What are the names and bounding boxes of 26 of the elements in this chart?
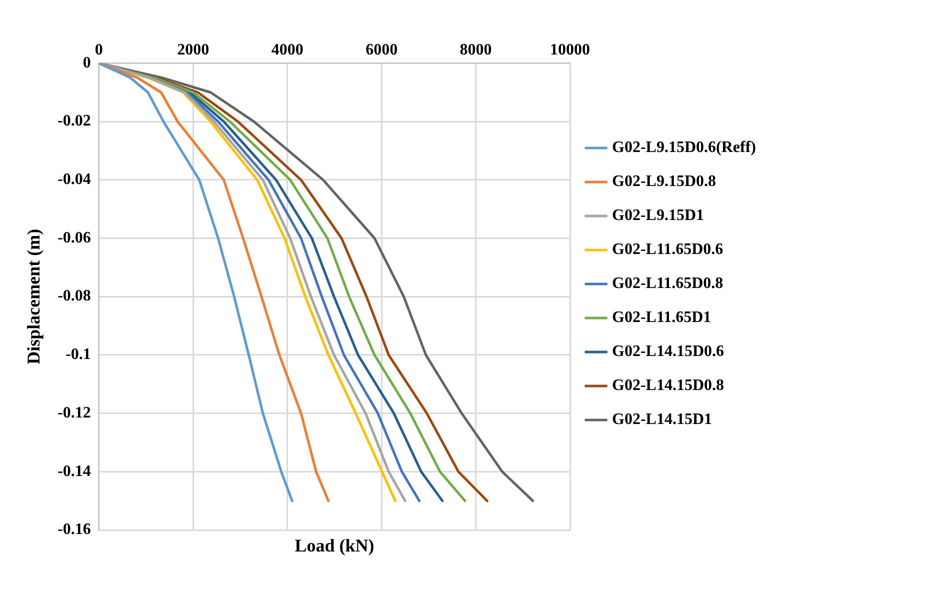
y-tick-label: -0.06 [58, 229, 91, 246]
x-axis-title: Load (kN) [294, 536, 374, 556]
y-tick-label: -0.08 [58, 288, 91, 305]
x-tick-label: 8000 [460, 42, 492, 59]
x-tick-label: 0 [94, 42, 103, 59]
legend-label: G02-L14.15D1 [612, 411, 712, 428]
legend-label: G02-L14.15D0.6 [612, 343, 724, 360]
legend-label: G02-L14.15D0.8 [612, 377, 724, 394]
y-tick-label: 0 [82, 54, 91, 72]
y-axis-title: Displacement (m) [23, 228, 44, 364]
x-tick-label: 6000 [366, 42, 398, 59]
legend-label: G02-L9.15D0.6(Reff) [612, 139, 756, 156]
legend-label: G02-L9.15D1 [612, 207, 704, 224]
x-tick-label: 4000 [271, 42, 304, 59]
y-tick-label: -0.16 [58, 521, 91, 538]
legend-label: G02-L11.65D0.8 [612, 275, 724, 292]
legend-label: G02-L11.65D1 [612, 309, 712, 326]
y-tick-label: -0.1 [66, 346, 91, 364]
x-tick-label: 2000 [177, 42, 210, 59]
y-tick-label: -0.04 [58, 171, 91, 188]
x-tick-label: 10000 [550, 42, 590, 59]
y-tick-label: -0.02 [58, 112, 91, 130]
legend-label: G02-L11.65D0.6 [612, 241, 724, 258]
y-tick-label: -0.14 [58, 462, 91, 480]
y-tick-label: -0.12 [58, 404, 91, 422]
legend-label: G02-L9.15D0.8 [612, 173, 716, 190]
